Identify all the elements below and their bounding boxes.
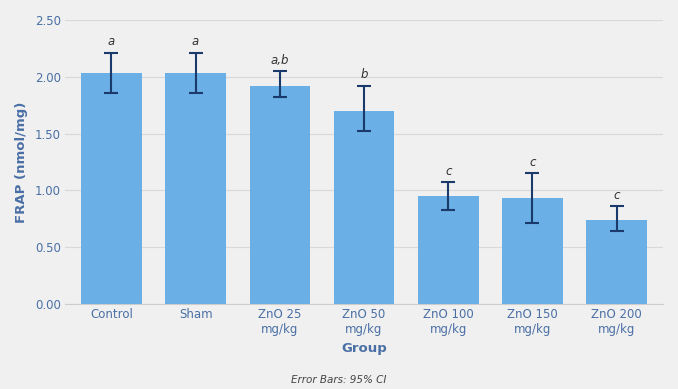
Text: c: c xyxy=(614,189,620,202)
Text: a: a xyxy=(108,35,115,48)
Text: b: b xyxy=(360,68,367,81)
Text: c: c xyxy=(445,165,452,178)
Bar xyxy=(586,220,647,304)
Bar xyxy=(334,111,395,304)
X-axis label: Group: Group xyxy=(341,342,387,354)
Bar xyxy=(418,196,479,304)
Text: Error Bars: 95% CI: Error Bars: 95% CI xyxy=(292,375,386,385)
Text: c: c xyxy=(530,156,536,169)
Bar xyxy=(81,74,142,304)
Y-axis label: FRAP (nmol/mg): FRAP (nmol/mg) xyxy=(15,101,28,223)
Bar xyxy=(165,74,226,304)
Text: a: a xyxy=(192,35,199,48)
Bar xyxy=(250,86,310,304)
Bar xyxy=(502,198,563,304)
Text: a,b: a,b xyxy=(271,54,289,67)
